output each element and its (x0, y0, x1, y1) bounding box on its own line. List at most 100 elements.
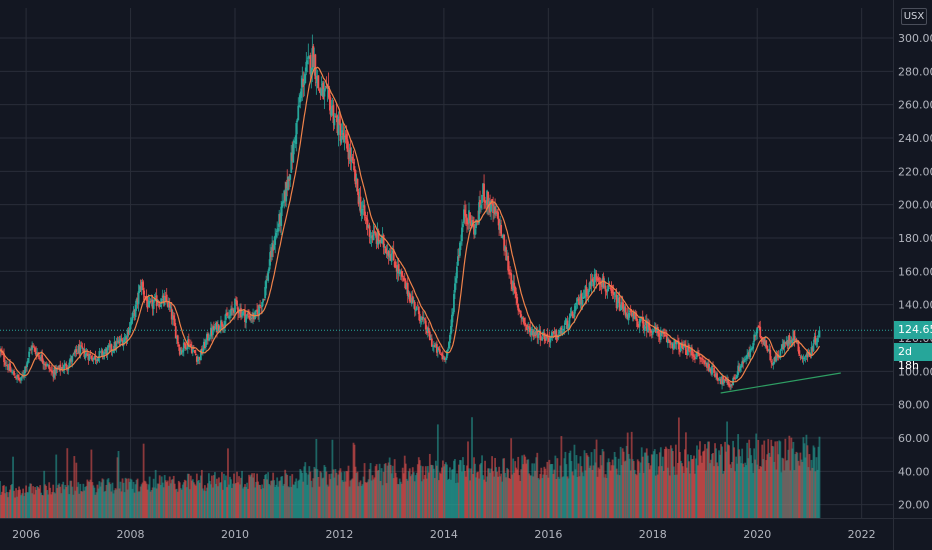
volume-bar (745, 465, 748, 518)
candle (137, 284, 140, 312)
volume-bar (748, 439, 751, 518)
candle (167, 297, 170, 311)
candle (320, 76, 323, 97)
volume-bar (365, 482, 368, 518)
volume-bar (23, 496, 26, 518)
volume-bar (318, 486, 321, 518)
candle (43, 360, 46, 371)
volume-bar (754, 459, 757, 518)
currency-selector[interactable]: USX (901, 8, 927, 25)
candle (770, 356, 773, 369)
volume-bar (183, 479, 186, 518)
candle (356, 178, 359, 195)
candle (566, 315, 569, 330)
volume-bar (204, 491, 207, 518)
candle (658, 329, 661, 344)
volume-bar (274, 486, 277, 518)
volume-bar (644, 452, 647, 518)
volume-bar (281, 476, 284, 518)
volume-bar (389, 464, 392, 518)
candle (774, 353, 777, 363)
volume-bar (410, 474, 413, 518)
volume-bar (170, 479, 173, 518)
volume-bar (118, 488, 121, 518)
candle (779, 348, 782, 360)
volume-bar (620, 465, 623, 518)
candle (172, 311, 175, 326)
candle (3, 348, 5, 367)
candle (255, 310, 257, 318)
candle (401, 270, 404, 282)
candle (641, 310, 644, 329)
candle (811, 345, 814, 355)
candle (745, 355, 748, 365)
candle (246, 310, 248, 320)
candle (296, 118, 299, 135)
volume-bar (516, 469, 519, 518)
candle (737, 360, 740, 377)
volume-bar (126, 489, 129, 518)
volume-bar (299, 469, 302, 518)
candle (704, 358, 706, 367)
volume-bar (547, 477, 550, 518)
volume-bar (327, 486, 330, 518)
candle (769, 345, 772, 362)
volume-bar (199, 475, 202, 518)
volume-bar (367, 479, 370, 518)
volume-bar (715, 448, 717, 518)
volume-bar (794, 454, 797, 518)
volume-bar (816, 469, 819, 518)
candle (588, 281, 591, 293)
candle (505, 239, 508, 261)
candle (596, 276, 599, 283)
volume-bar (271, 480, 274, 518)
volume-bar (580, 466, 583, 518)
volume-bar (22, 488, 24, 518)
volume-bar (619, 446, 622, 518)
candle (435, 340, 438, 357)
volume-bar (463, 464, 465, 518)
volume-bar (474, 463, 476, 518)
candle (772, 361, 775, 370)
candle (590, 272, 593, 295)
candle (614, 291, 617, 300)
volume-bar (712, 452, 714, 518)
volume-bar (691, 459, 693, 518)
candle (322, 80, 325, 100)
volume-bar (629, 470, 632, 518)
volume-bar (328, 474, 331, 518)
candle (494, 198, 497, 219)
candle (462, 221, 464, 232)
candle (448, 340, 450, 350)
candle (379, 237, 382, 247)
candle (46, 362, 49, 367)
candle (50, 364, 53, 376)
candle (198, 356, 201, 365)
volume-bar (614, 456, 617, 518)
candle (742, 357, 745, 369)
volume-bar (782, 458, 785, 518)
volume-bar (711, 453, 713, 518)
volume-bar (705, 470, 707, 518)
volume-bar (537, 477, 540, 518)
volume-bar (633, 469, 636, 518)
volume-bar (440, 467, 443, 518)
volume-bar (83, 490, 86, 518)
volume-bar (584, 470, 587, 518)
candle (389, 246, 392, 262)
candle (489, 194, 491, 217)
volume-bar (563, 458, 566, 518)
candle (257, 304, 259, 320)
y-tick-label: 100.00 (898, 365, 932, 378)
y-tick-label: 140.00 (898, 299, 932, 312)
volume-bar (243, 486, 245, 518)
candle (570, 306, 573, 317)
volume-bar (513, 472, 516, 518)
volume-bar (395, 477, 398, 518)
volume-bar (71, 486, 74, 518)
volume-bar (514, 461, 517, 518)
volume-bar (405, 478, 408, 518)
volume-bar (569, 450, 572, 518)
candle (407, 290, 410, 300)
